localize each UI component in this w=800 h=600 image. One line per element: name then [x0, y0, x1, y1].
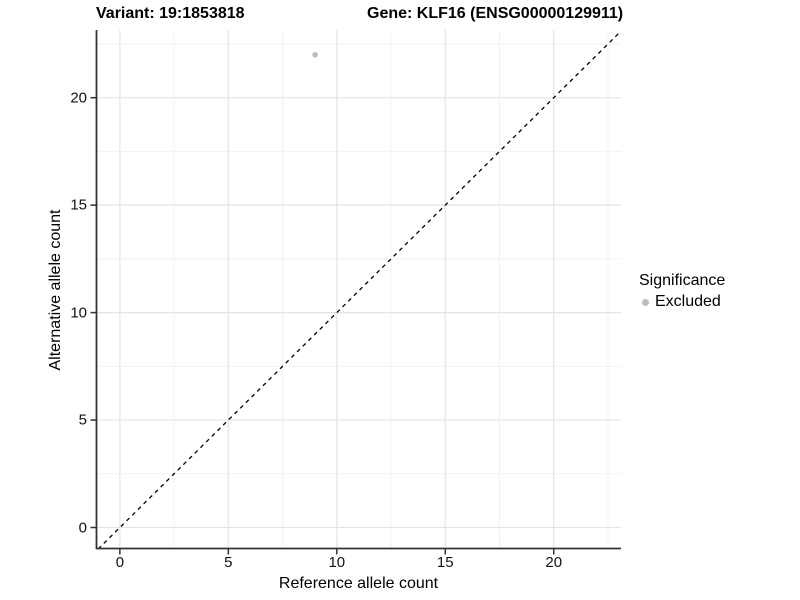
y-axis-tick-labels: 0 5 10 15 20: [0, 30, 87, 549]
legend: Significance Excluded: [637, 272, 725, 311]
scatter-plot-canvas: [90, 30, 622, 555]
plot-title-variant: Variant: 19:1853818: [96, 5, 245, 22]
identity-dashed-line: [97, 30, 622, 550]
y-tick-label: 0: [78, 519, 87, 536]
x-tick-label: 10: [328, 554, 346, 571]
excluded-point-icon: [642, 298, 649, 306]
y-tick-label: 15: [70, 196, 87, 214]
legend-title: Significance: [639, 272, 726, 289]
plot-panel: [90, 30, 622, 555]
legend-key: [637, 294, 654, 311]
legend-entry-excluded: Excluded: [637, 293, 725, 311]
x-tick-label: 5: [224, 554, 233, 571]
x-tick-label: 15: [436, 554, 454, 571]
plot-title-gene: Gene: KLF16 (ENSG00000129911): [367, 5, 624, 22]
x-tick-label: 20: [545, 554, 563, 571]
y-tick-label: 5: [78, 411, 87, 429]
data-point: [312, 51, 318, 58]
x-tick-label: 0: [115, 554, 125, 571]
y-tick-label: 10: [70, 304, 87, 322]
x-axis-title: Reference allele count: [278, 575, 439, 592]
y-tick-label: 20: [70, 89, 87, 107]
x-axis-tick-labels: 0 5 10 15 20: [96, 554, 621, 574]
legend-entry-label: Excluded: [655, 293, 721, 310]
